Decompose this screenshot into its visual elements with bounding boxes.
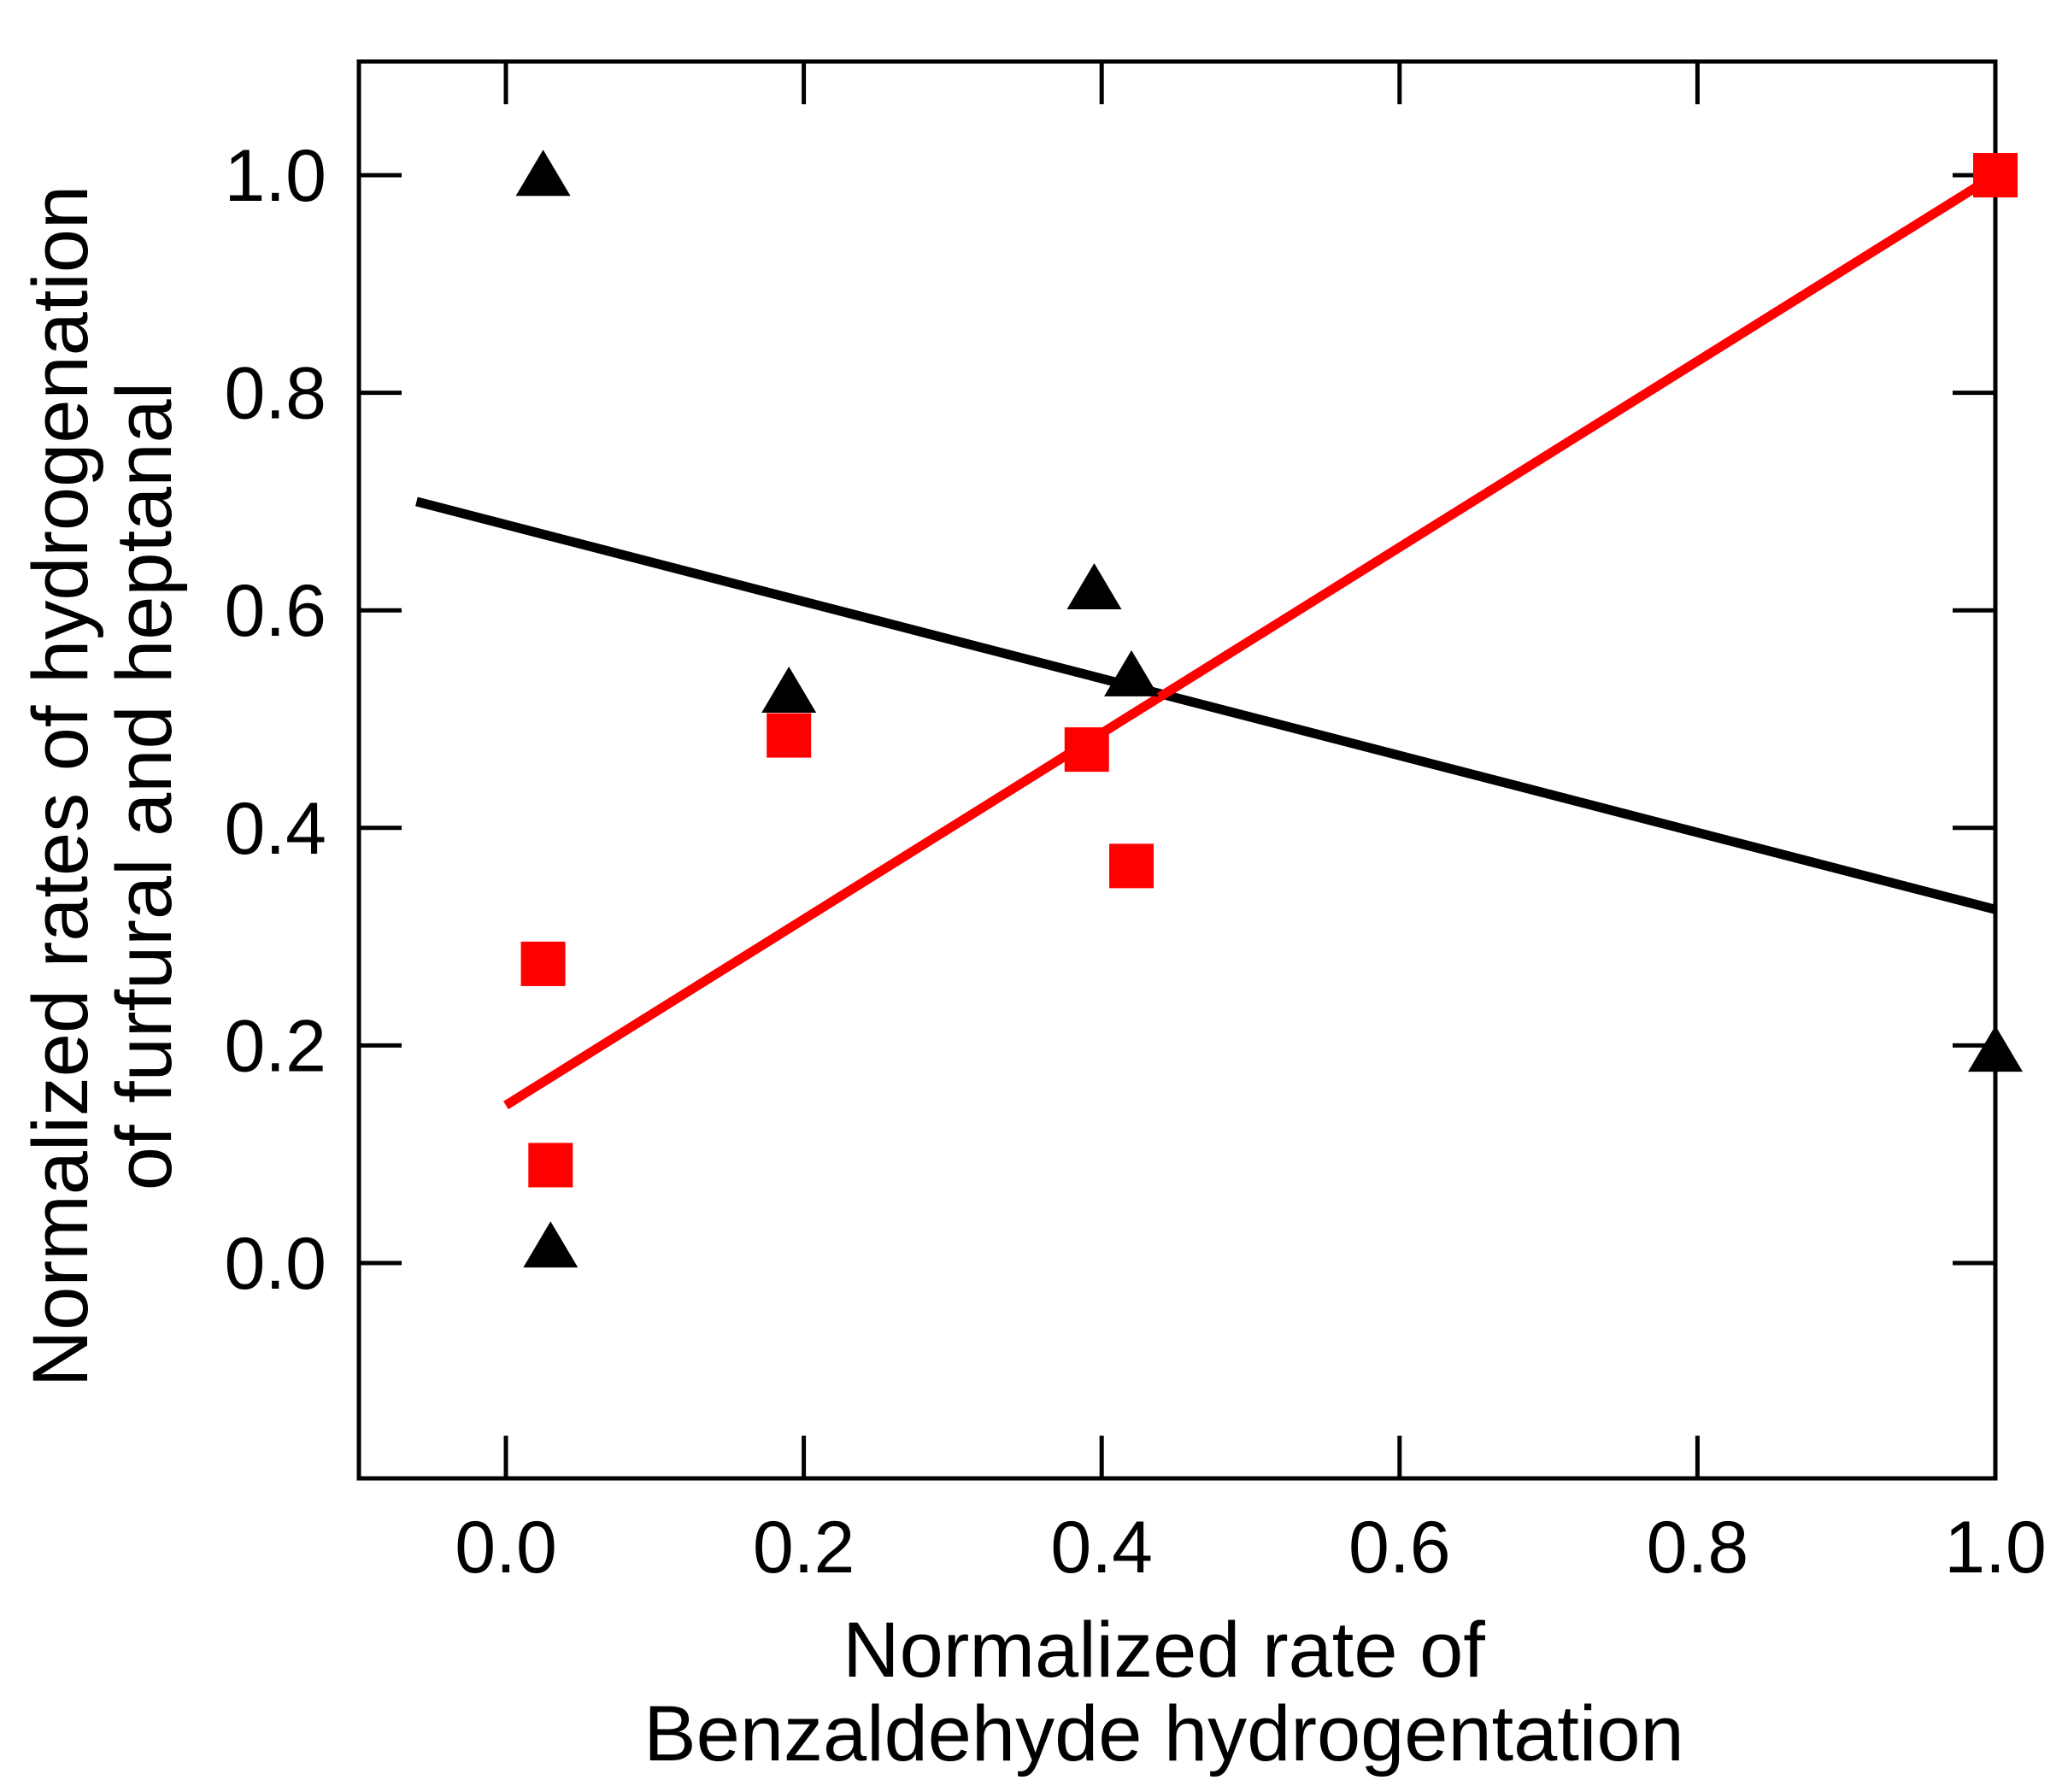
triangle-point [515,150,571,197]
plot-frame [356,59,1998,1481]
triangle-point [1968,1025,2023,1072]
triangle-point [1104,649,1160,696]
x-tick-label: 1.0 [1944,1507,2047,1589]
x-tick-label: 0.2 [753,1507,855,1589]
y-tick-label: 0.0 [224,1223,326,1305]
x-tick-label: 0.4 [1050,1507,1153,1589]
x-tick-label: 0.6 [1348,1507,1451,1589]
squares-fit-line [503,171,1998,1110]
square-point [1973,153,2018,197]
square-point [767,713,812,758]
tick-labels: 0.0 0.2 0.4 0.6 0.8 1.0 0.0 0.2 0.4 0.6 0.8 1.0 [224,135,2046,1589]
x-tick-label: 0.0 [455,1507,557,1589]
y-axis-label-line-1: Normalized rates of hydrogenation [17,185,104,1387]
triangle-point [1066,563,1122,610]
y-tick-label: 1.0 [224,135,326,217]
triangle-point [523,1221,579,1268]
y-tick-label: 0.6 [224,570,326,652]
square-point [520,941,566,986]
triangle-point [761,666,817,713]
square-point [528,1143,573,1188]
triangles-fit-line [415,496,1997,914]
axis-labels: Normalized rate of Benzaldehyde hydrogen… [17,185,1684,1777]
fit-lines [415,171,1998,1110]
x-tick-label: 0.8 [1647,1507,1749,1589]
square-point [1109,843,1154,889]
markers [515,150,2023,1268]
x-axis-label-line-2: Benzaldehyde hydrogentation [643,1690,1683,1777]
y-tick-label: 0.2 [224,1005,326,1087]
x-axis-label-line-1: Normalized rate of [843,1607,1485,1694]
y-axis-label-line-2: of furfural and heptanal [101,382,188,1190]
square-point [1064,727,1109,773]
y-tick-label: 0.4 [224,788,326,870]
plot-border [356,59,1998,1481]
y-tick-label: 0.8 [224,353,326,435]
